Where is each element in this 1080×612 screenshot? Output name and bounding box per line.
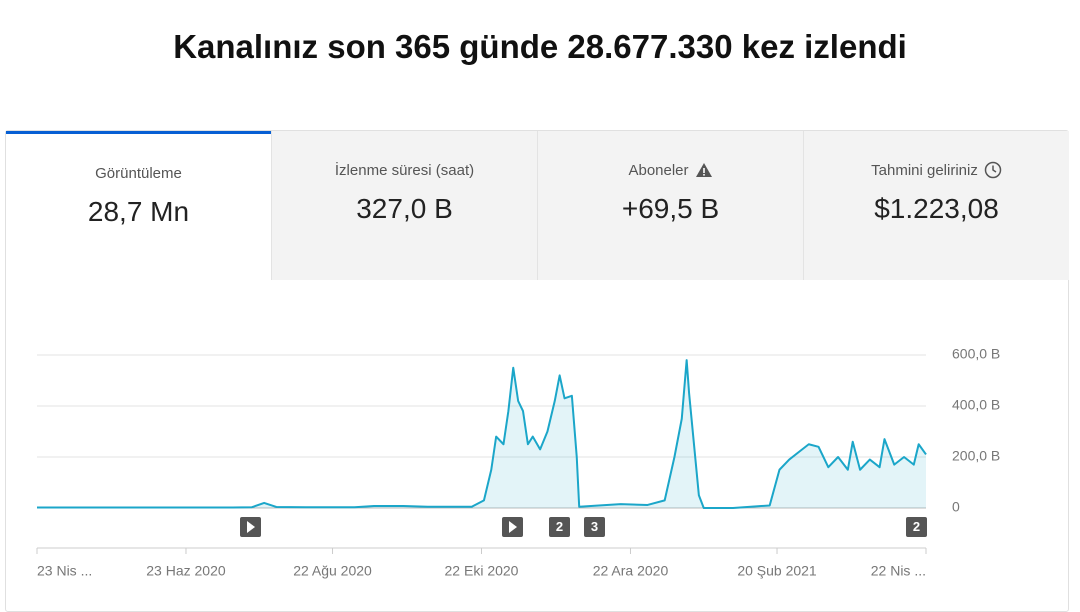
play-marker[interactable]: [240, 517, 261, 537]
play-marker[interactable]: [502, 517, 523, 537]
tab-value: $1.223,08: [874, 193, 999, 224]
analytics-card: Görüntüleme 28,7 Mn İzlenme süresi (saat…: [5, 130, 1069, 612]
y-tick-label: 400,0 B: [952, 397, 1000, 413]
annotation-marker[interactable]: 2: [906, 517, 927, 537]
page-title: Kanalınız son 365 günde 28.677.330 kez i…: [173, 28, 907, 65]
tab-value: 28,7 Mn: [87, 196, 190, 227]
tab[interactable]: Aboneler +69,5 B: [537, 131, 803, 280]
x-tick-label: 23 Nis ...: [37, 563, 92, 579]
x-tick-label: 22 Eki 2020: [445, 563, 519, 579]
tab-label: Aboneler: [628, 161, 689, 179]
tab-label: Görüntüleme: [95, 164, 182, 182]
annotation-marker[interactable]: 2: [549, 517, 570, 537]
annotation-marker[interactable]: 3: [584, 517, 605, 537]
tab[interactable]: İzlenme süresi (saat) 327,0 B: [271, 131, 537, 280]
tab-label: İzlenme süresi (saat): [334, 161, 475, 179]
tab-value: 327,0 B: [356, 193, 453, 224]
x-tick-label: 22 Ağu 2020: [293, 563, 372, 579]
warning-icon: [695, 163, 712, 177]
x-tick-label: 22 Ara 2020: [593, 563, 669, 579]
tab[interactable]: Tahmini geliriniz $1.223,08: [803, 131, 1069, 280]
x-tick-label: 23 Haz 2020: [146, 563, 226, 579]
y-tick-label: 200,0 B: [952, 448, 1000, 464]
x-tick-label: 20 Şub 2021: [737, 563, 817, 579]
clock-icon: [984, 161, 1002, 179]
tab-label: Tahmini geliriniz: [871, 161, 978, 179]
x-tick-label: 22 Nis ...: [871, 563, 926, 579]
area-fill: [37, 360, 926, 508]
line: [37, 359, 927, 509]
tab-value: +69,5 B: [621, 193, 720, 224]
y-tick-label: 0: [952, 499, 960, 515]
y-tick-label: 600,0 B: [952, 346, 1000, 362]
tab[interactable]: Görüntüleme 28,7 Mn: [6, 131, 271, 280]
